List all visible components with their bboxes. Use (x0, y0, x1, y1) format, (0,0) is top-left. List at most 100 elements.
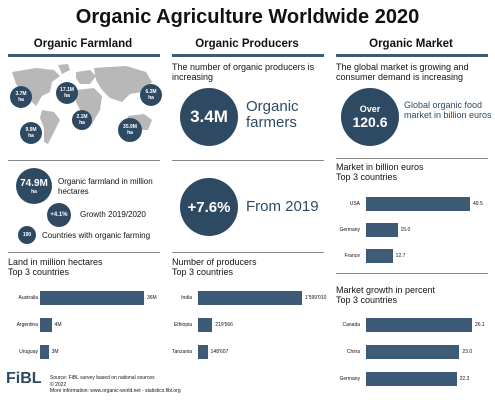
map-pin-value: 3.7M (15, 91, 27, 97)
map-pin-africa: 2.1M ha (72, 110, 92, 130)
bar-category-label: Argentina (16, 322, 38, 328)
bar-category-label: Germany (339, 376, 360, 382)
column-header-market: Organic Market (369, 38, 453, 50)
bar (198, 318, 213, 332)
map-pin-oceania: 35.9M ha (118, 118, 142, 142)
bar (40, 291, 144, 305)
map-pin-unit: ha (148, 95, 154, 101)
header-underline (336, 54, 488, 57)
map-pin-unit: ha (64, 93, 70, 99)
bar-category-label: USA (349, 201, 360, 207)
section-divider (8, 160, 160, 161)
map-pin-value: 9.9M (25, 127, 37, 133)
bar-category-label: France (344, 253, 360, 259)
bar-value-label: 148'607 (210, 349, 229, 355)
countries-circle: 190 (18, 226, 36, 244)
farmland-growth-value: +4.1% (50, 212, 68, 218)
bar-category-label: Ethiopia (173, 322, 192, 328)
bar-category-label: Germany (339, 227, 360, 233)
bar-category-label: India (181, 295, 192, 301)
header-underline (8, 54, 160, 57)
land-chart-subtitle: Top 3 countries (8, 267, 70, 277)
bar-value-label: 15.0 (400, 227, 411, 233)
growth-chart-title: Market growth in percent (336, 285, 436, 295)
footer-copyright: © 2022 (50, 381, 67, 388)
bar-category-label: China (346, 349, 360, 355)
farmland-growth-circle: +4.1% (47, 203, 71, 227)
map-pin-unit: ha (79, 120, 85, 126)
bar (198, 291, 302, 305)
bar-value-label: 4M (54, 322, 62, 328)
growth-chart-subtitle: Top 3 countries (336, 295, 398, 305)
market-size-over: Over (359, 104, 381, 114)
map-pin-value: 2.1M (76, 114, 88, 120)
bar-value-label: 1'599'010 (305, 295, 327, 301)
section-divider (336, 158, 488, 159)
bar-value-label: 12.7 (395, 253, 406, 259)
bar-category-label: Canada (342, 322, 360, 328)
bar (40, 345, 49, 359)
producers-count-circle: 3.4M (180, 88, 238, 146)
bar-category-label: Tanzania (171, 349, 192, 355)
market-chart-title: Market in billion euros (336, 162, 424, 172)
map-pin-value: 6.3M (145, 89, 157, 95)
producers-growth-circle: +7.6% (180, 178, 238, 236)
market-size-circle: Over 120.6 (341, 88, 399, 146)
bar (366, 249, 393, 263)
bar-value-label: 219'566 (215, 322, 233, 328)
market-size-label: Global organic food market in billion eu… (404, 100, 492, 120)
producers-growth-label: From 2019 (246, 198, 319, 215)
producers-intro: The number of organic producers is incre… (172, 62, 315, 82)
land-chart-title: Land in million hectares (8, 257, 103, 267)
market-size-value: 120.6 (352, 114, 388, 130)
bar-value-label: 3M (51, 349, 59, 355)
map-pin-unit: ha (127, 130, 133, 136)
farmland-area-unit: ha (31, 188, 37, 195)
bar-value-label: 36M (147, 295, 157, 301)
map-pin-unit: ha (18, 97, 24, 103)
bar (366, 372, 457, 386)
bar (366, 223, 398, 237)
bar-value-label: 22.3 (459, 376, 470, 382)
map-pin-unit: ha (28, 133, 34, 139)
countries-value: 190 (22, 232, 32, 238)
header-underline (172, 54, 324, 57)
footer-source-line: Source: FiBL survey based on national so… (50, 375, 155, 381)
bar (366, 197, 470, 211)
world-map (12, 64, 152, 144)
producers-count-value: 3.4M (190, 107, 228, 126)
producers-count-label: Organic farmers (246, 99, 299, 131)
producers-chart-subtitle: Top 3 countries (172, 267, 234, 277)
bar (40, 318, 52, 332)
bar (366, 318, 472, 332)
map-pin-europe: 17.1M ha (56, 82, 78, 104)
producers-chart-title: Number of producers (172, 257, 257, 267)
bar (198, 345, 208, 359)
producers-count-label-line1: Organic (246, 98, 299, 115)
section-divider (172, 160, 324, 161)
market-chart-subtitle: Top 3 countries (336, 172, 398, 182)
fibl-logo: FiBL (6, 370, 42, 387)
bar-category-label: Uruguay (19, 349, 38, 355)
farmland-area-value: 74.9M (20, 177, 48, 189)
page-title: Organic Agriculture Worldwide 2020 (75, 6, 420, 28)
section-divider (8, 252, 160, 253)
market-intro: The global market is growing and consume… (336, 62, 469, 82)
map-pin-value: 35.9M (123, 124, 137, 130)
bar-value-label: 26.1 (475, 322, 485, 328)
bar (366, 345, 460, 359)
bar-value-label: 49.5 (473, 201, 483, 207)
section-divider (336, 273, 488, 274)
bar-category-label: Australia (18, 295, 38, 301)
bar-value-label: 23.0 (462, 349, 473, 355)
producers-count-label-line2: farmers (246, 114, 297, 131)
section-divider (172, 252, 324, 253)
producers-growth-value: +7.6% (187, 198, 231, 216)
footer-more-info: More information: www.organic-world.net … (50, 388, 181, 394)
map-pin-north-america: 3.7M ha (10, 86, 32, 108)
column-header-farmland: Organic Farmland (33, 38, 133, 50)
farmland-area-circle: 74.9M ha (16, 168, 52, 204)
farmland-area-label: Organic farmland in million hectares (58, 177, 153, 196)
column-header-producers: Organic Producers (195, 38, 299, 50)
countries-label: Countries with organic farming (42, 231, 151, 240)
